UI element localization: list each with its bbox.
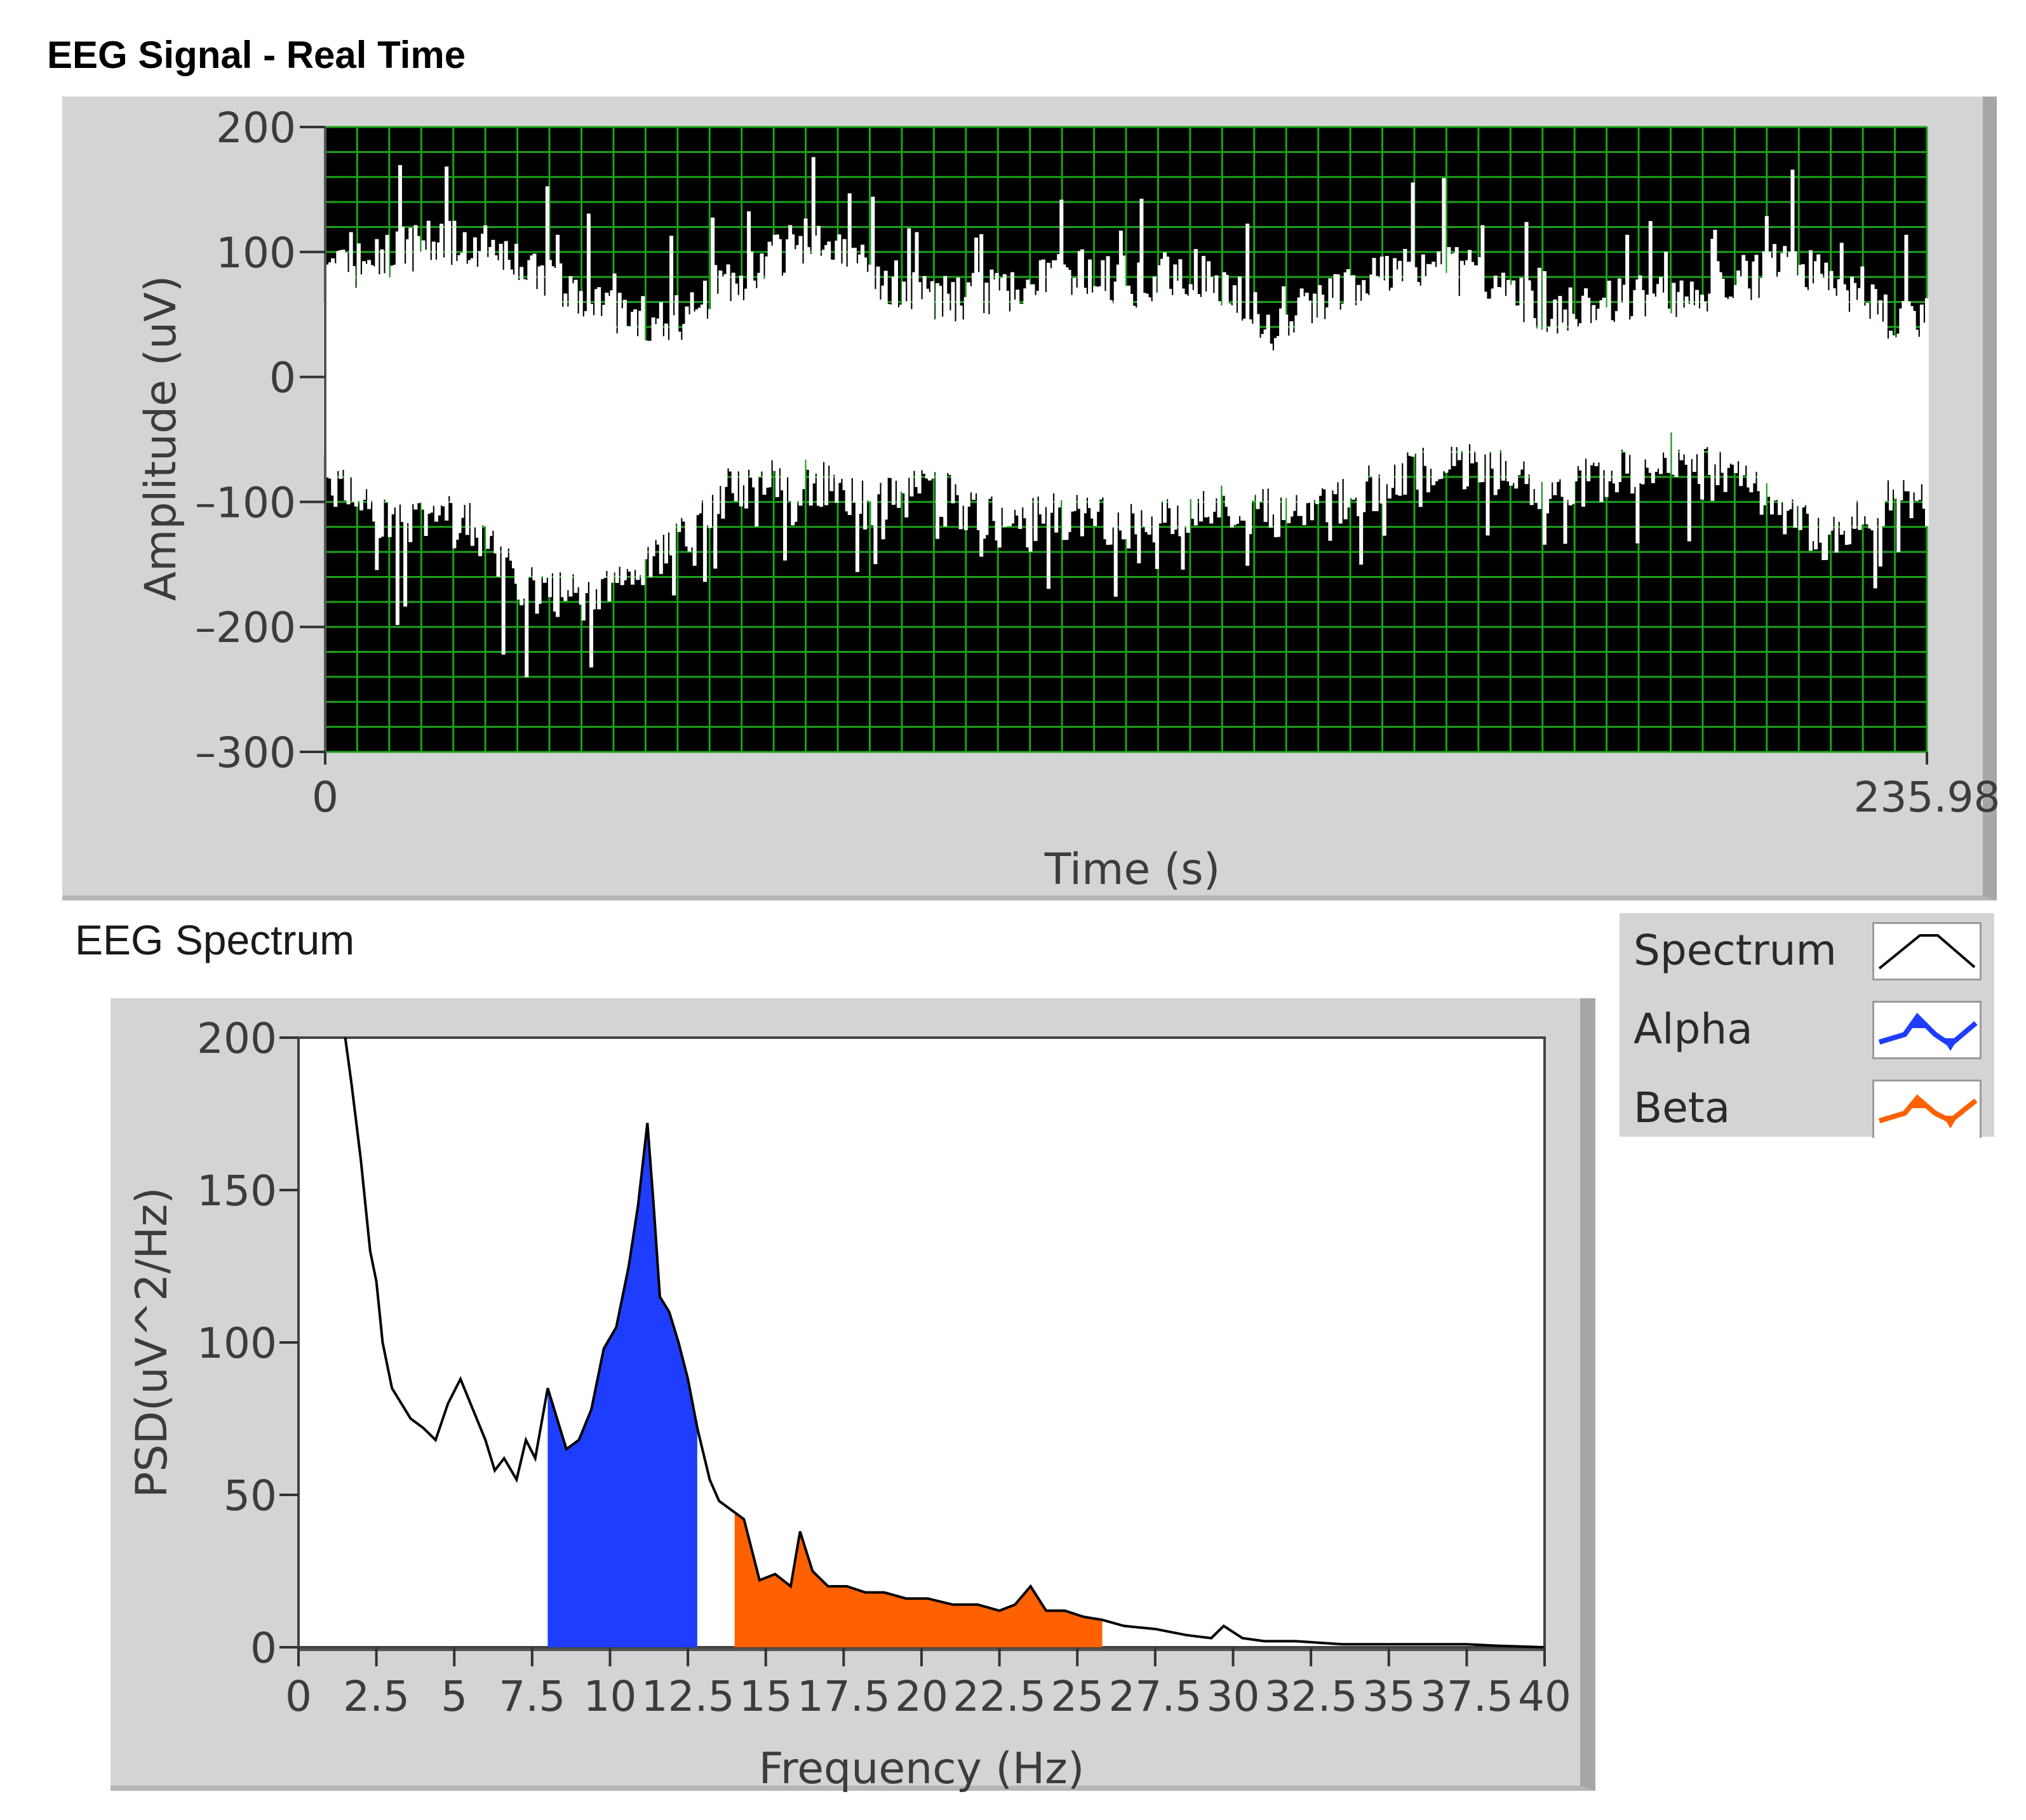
- eeg-spectrum-title: EEG Spectrum: [75, 916, 355, 963]
- x-tick-label: 22.5: [953, 1672, 1046, 1721]
- y-tick-label: 200: [197, 1014, 277, 1063]
- x-tick-label: 235.98: [1854, 773, 2001, 822]
- x-tick-label: 25: [1050, 1672, 1104, 1721]
- x-tick-label: 2.5: [343, 1672, 410, 1721]
- x-tick-label: 27.5: [1108, 1672, 1202, 1721]
- beta-fill-swatch-icon: [1872, 1080, 1982, 1138]
- x-tick-label: 37.5: [1420, 1672, 1513, 1721]
- x-axis-title: Frequency (Hz): [759, 1744, 1085, 1794]
- y-axis-title: Amplitude (uV): [136, 276, 186, 601]
- plot-legend: Spectrum Alpha Beta: [1620, 913, 1994, 1138]
- y-tick-label: 200: [216, 104, 296, 152]
- plot-area: [297, 1036, 1546, 1649]
- band-fill-alpha: [547, 1123, 697, 1647]
- x-tick-label: 20: [895, 1672, 948, 1721]
- x-tick-label: 5: [441, 1672, 467, 1721]
- y-tick-label: 50: [224, 1471, 277, 1520]
- eeg-signal-chart: 200 100 0 –100 –200 –300 0 235.98 Time (s) Amplit…: [136, 104, 2001, 895]
- x-tick-label: 15: [739, 1672, 793, 1721]
- y-tick-label: 0: [269, 354, 296, 403]
- legend-item-beta[interactable]: Beta: [1620, 1071, 1994, 1141]
- x-tick-label: 7.5: [499, 1672, 565, 1721]
- alpha-fill-swatch-icon: [1872, 1001, 1982, 1059]
- y-tick-label: –100: [195, 478, 296, 527]
- x-tick-label: 40: [1518, 1672, 1571, 1721]
- legend-item-spectrum[interactable]: Spectrum: [1620, 913, 1994, 983]
- x-tick-label: 0: [285, 1672, 312, 1721]
- spectrum-line: [344, 1037, 1545, 1649]
- legend-label-beta: Beta: [1634, 1083, 1731, 1132]
- y-tick-label: –300: [195, 728, 296, 777]
- x-tick-label: 17.5: [797, 1672, 890, 1721]
- y-axis-title: PSD(uV^2/Hz): [127, 1187, 177, 1497]
- x-tick-label: 12.5: [641, 1672, 735, 1721]
- x-tick-label: 10: [584, 1672, 637, 1721]
- eeg-signal-title: EEG Signal - Real Time: [47, 34, 466, 76]
- eeg-signal-trace: [323, 157, 1929, 678]
- y-tick-label: –200: [195, 603, 296, 652]
- x-tick-label: 35: [1362, 1672, 1416, 1721]
- y-tick-label: 150: [197, 1167, 277, 1215]
- y-tick-label: 100: [197, 1319, 277, 1368]
- legend-label-alpha: Alpha: [1634, 1005, 1753, 1054]
- x-tick-label: 0: [312, 773, 339, 822]
- x-axis-title: Time (s): [1044, 845, 1221, 895]
- band-fill-beta: [734, 1512, 1103, 1647]
- legend-label-spectrum: Spectrum: [1634, 926, 1837, 975]
- legend-item-alpha[interactable]: Alpha: [1620, 992, 1994, 1062]
- y-tick-label: 100: [216, 229, 296, 278]
- x-tick-label: 30: [1207, 1672, 1260, 1721]
- y-tick-label: 0: [250, 1624, 277, 1673]
- x-tick-label: 32.5: [1265, 1672, 1358, 1721]
- spectrum-line-swatch-icon: [1872, 922, 1982, 980]
